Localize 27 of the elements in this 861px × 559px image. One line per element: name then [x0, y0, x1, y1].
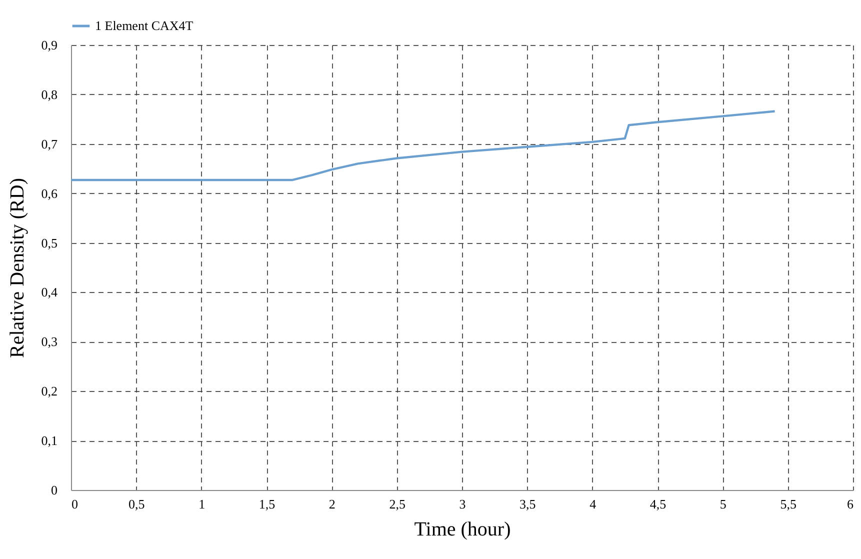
- y-tick-label: 0: [51, 482, 58, 498]
- x-tick-label: 4,5: [650, 496, 666, 512]
- legend-label: 1 Element CAX4T: [95, 18, 194, 33]
- x-tick-label: 0: [72, 496, 78, 512]
- x-tick-label: 3,5: [520, 496, 536, 512]
- x-tick-label: 2: [328, 496, 336, 512]
- x-tick-label: 2,5: [389, 496, 406, 512]
- x-tick-label: 5,5: [780, 496, 796, 512]
- y-tick-label: 0,9: [41, 38, 58, 52]
- y-tick-label: 0,4: [41, 284, 58, 300]
- x-tick-label: 4: [590, 496, 597, 512]
- x-tick-label: 1: [198, 496, 206, 512]
- x-tick-label: 0,5: [128, 496, 145, 512]
- line-series: [71, 110, 776, 182]
- y-tick-label: 0,1: [41, 433, 58, 448]
- x-tick-label: 3: [459, 496, 466, 512]
- y-tick-label: 0,7: [41, 136, 58, 152]
- y-axis-title: Relative Density (RD): [6, 178, 28, 358]
- x-tick-label: 6: [847, 496, 854, 512]
- y-tick-label: 0,2: [41, 384, 58, 399]
- x-tick-label: 5: [720, 496, 726, 512]
- x-tick-label: 1,5: [258, 496, 276, 512]
- y-tick-label: 0,3: [41, 334, 58, 350]
- y-tick-label: 0,5: [41, 235, 58, 250]
- x-axis-title: Time (hour): [414, 518, 511, 540]
- y-tick-label: 0,6: [41, 186, 58, 201]
- y-tick-label: 0,8: [41, 86, 58, 102]
